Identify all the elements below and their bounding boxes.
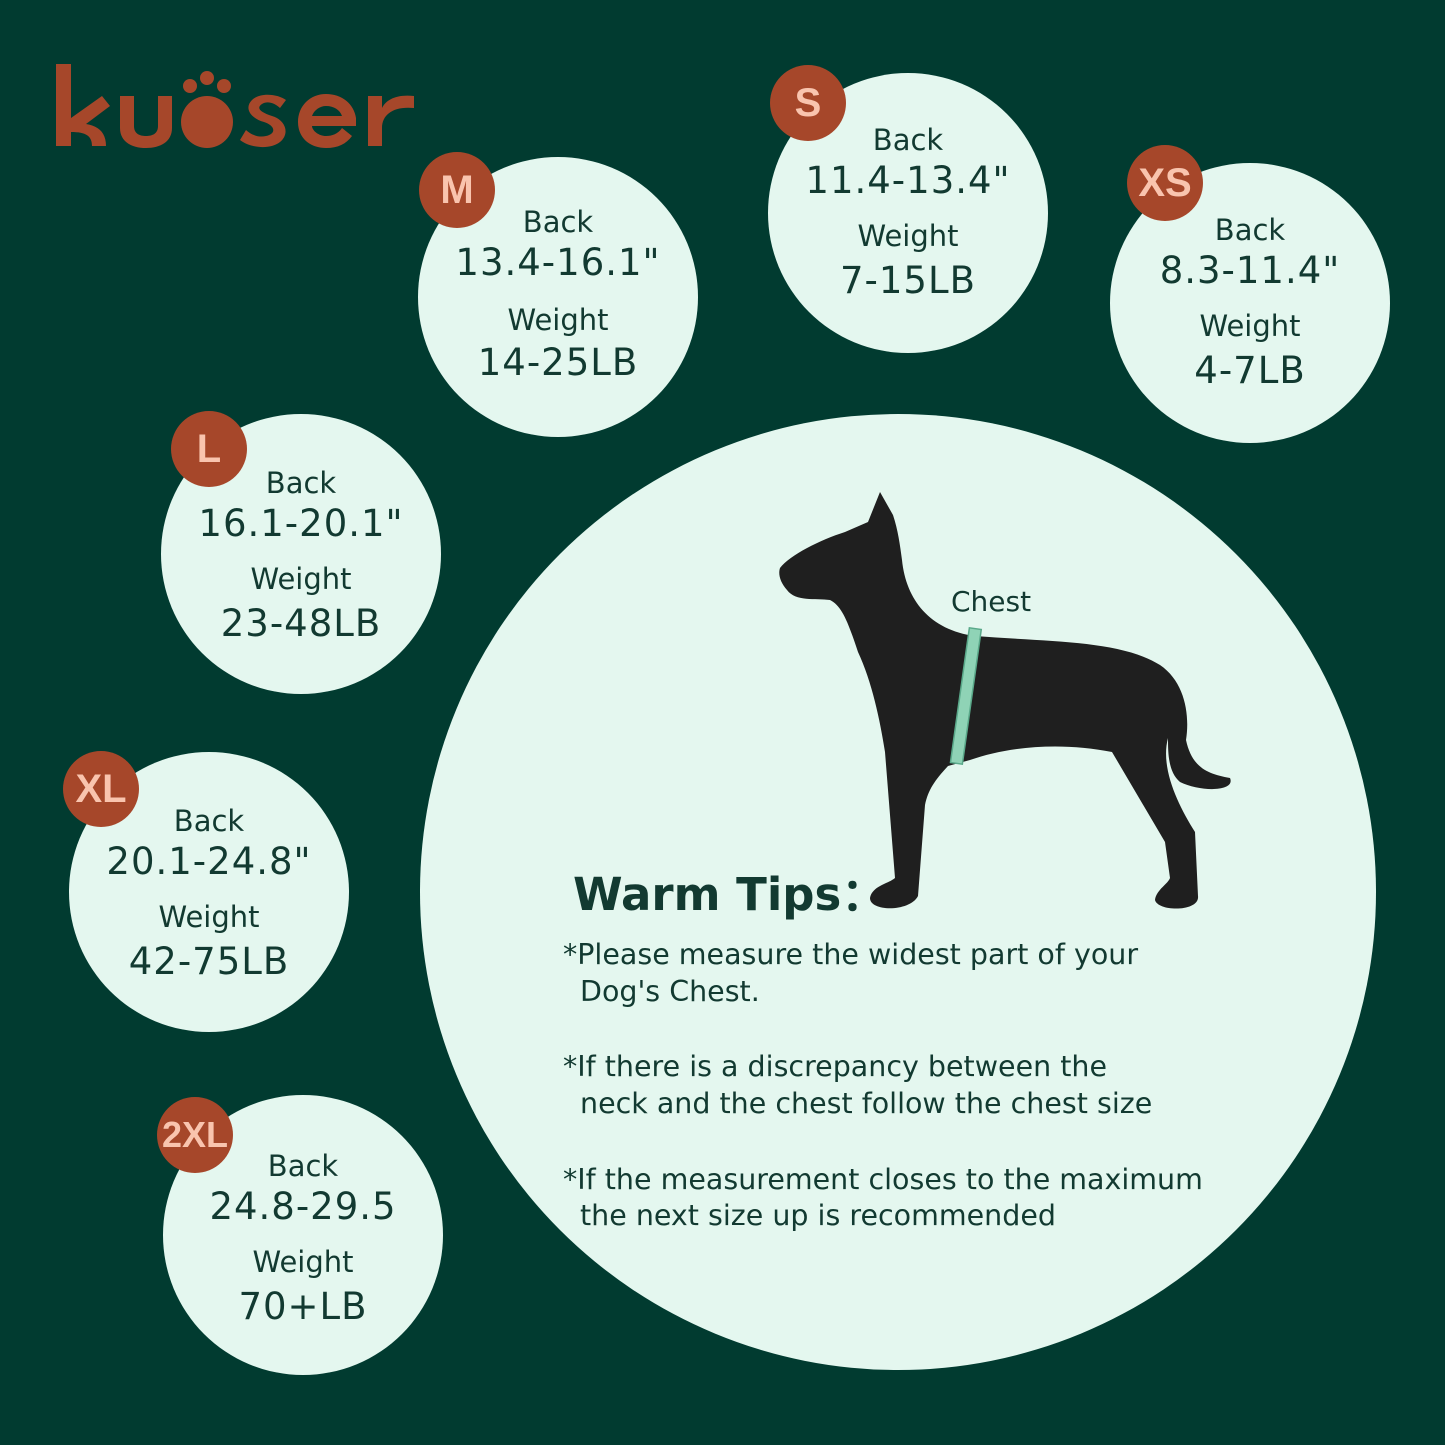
tip-line: neck and the chest follow the chest size: [580, 1087, 1153, 1120]
back-range: 16.1-20.1": [198, 502, 404, 545]
weight-range: 23-48LB: [220, 602, 382, 645]
tips-title: Warm Tips：: [573, 868, 887, 921]
measuring-tape-icon: [949, 626, 983, 766]
weight-range: 70+LB: [238, 1285, 368, 1328]
size-badge-m: M: [419, 152, 495, 228]
back-range: 11.4-13.4": [805, 159, 1011, 202]
chest-label: Chest: [951, 585, 1032, 618]
tip-line: the next size up is recommended: [580, 1199, 1056, 1232]
size-badge-s: S: [770, 65, 846, 141]
weight-label: Weight: [857, 219, 959, 253]
tip-line: *Please measure the widest part of your: [563, 938, 1139, 971]
back-range: 24.8-29.5: [209, 1185, 397, 1228]
size-badge-xs: XS: [1127, 145, 1203, 221]
back-label: Back: [173, 804, 245, 838]
back-label: Back: [872, 123, 944, 157]
tip-line: Dog's Chest.: [580, 975, 760, 1008]
weight-range: 7-15LB: [840, 259, 976, 302]
back-label: Back: [1214, 213, 1286, 247]
size-badge-l: L: [171, 411, 247, 487]
back-range: 13.4-16.1": [455, 241, 661, 284]
weight-range: 14-25LB: [477, 341, 639, 384]
tip-line: *If the measurement closes to the maximu…: [563, 1163, 1203, 1196]
weight-label: Weight: [158, 900, 260, 934]
brand-logo: [50, 48, 430, 162]
back-label: Back: [522, 205, 594, 239]
back-range: 20.1-24.8": [106, 840, 312, 883]
size-badge-xl: XL: [63, 751, 139, 827]
size-card-s: Back 11.4-13.4" Weight 7-15LB: [768, 73, 1048, 353]
size-card-m: Back 13.4-16.1" Weight 14-25LB: [418, 157, 698, 437]
back-label: Back: [267, 1149, 339, 1183]
weight-range: 42-75LB: [128, 940, 290, 983]
weight-label: Weight: [252, 1245, 354, 1279]
size-badge-2xl: 2XL: [157, 1097, 233, 1173]
tip-line: *If there is a discrepancy between the: [563, 1050, 1107, 1083]
weight-label: Weight: [250, 562, 352, 596]
back-label: Back: [265, 466, 337, 500]
weight-label: Weight: [1199, 309, 1301, 343]
back-range: 8.3-11.4": [1159, 249, 1341, 292]
weight-label: Weight: [507, 303, 609, 337]
weight-range: 4-7LB: [1194, 349, 1306, 392]
